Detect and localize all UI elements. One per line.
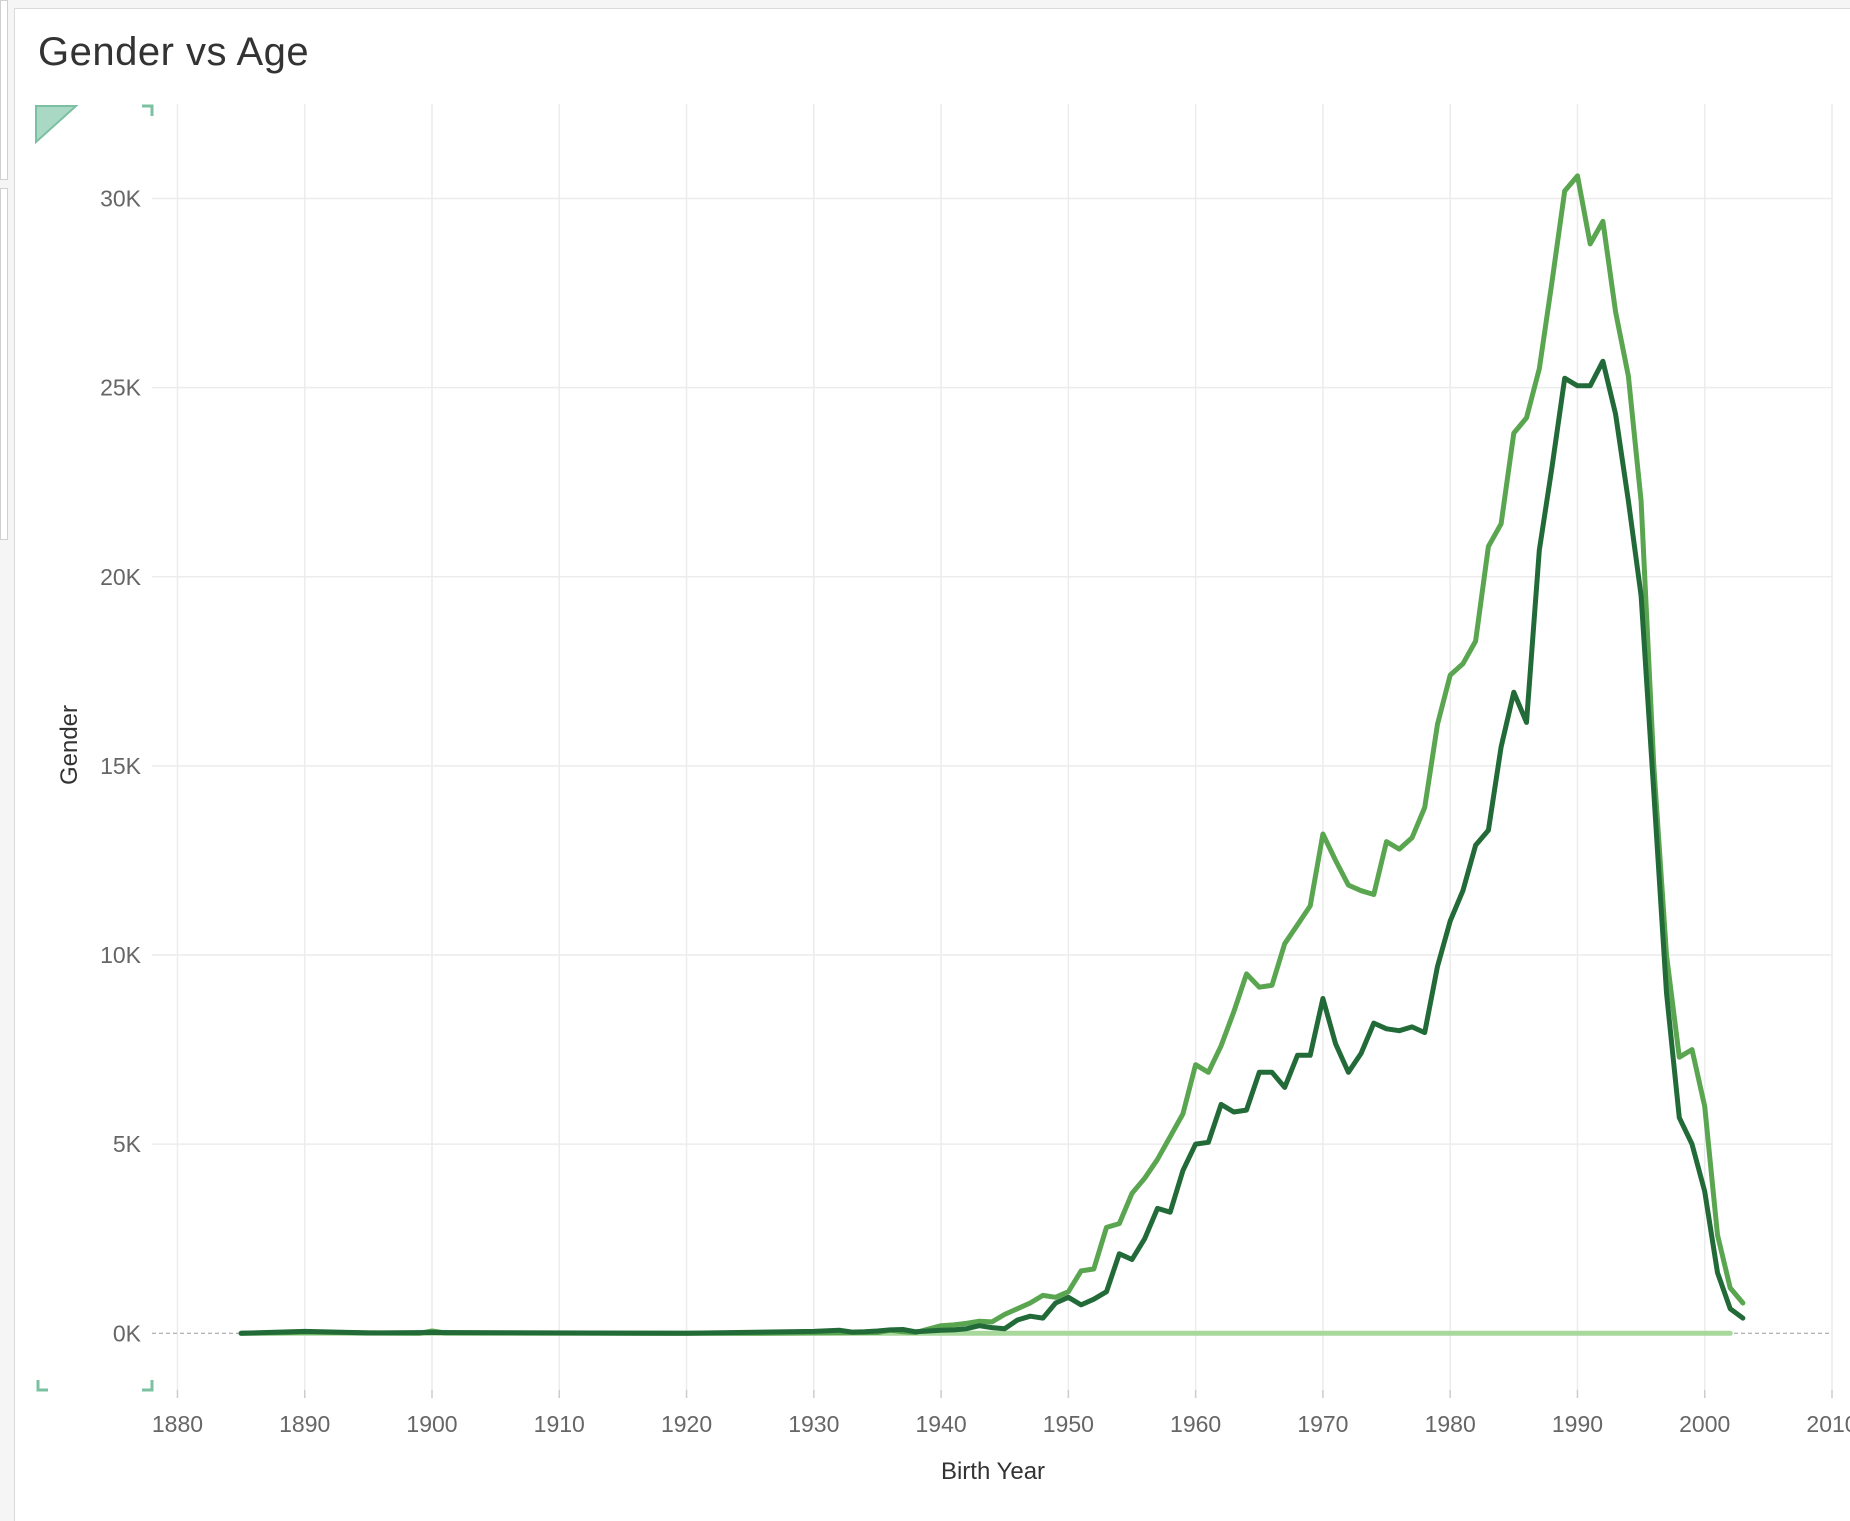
y-tick-label: 25K bbox=[100, 375, 142, 401]
x-axis-ticks: 1880 1890 1900 1910 1920 1930 1940 1950 1960 1970… bbox=[152, 1390, 1850, 1437]
y-tick-label: 5K bbox=[113, 1131, 142, 1157]
selection-bracket-top-right bbox=[142, 104, 154, 116]
series-line-1[interactable] bbox=[238, 173, 1746, 1336]
selection-bracket-bottom-left bbox=[36, 1380, 48, 1392]
gridlines bbox=[152, 104, 1833, 1390]
x-tick-label: 1880 bbox=[152, 1411, 203, 1437]
chart-markers bbox=[35, 104, 154, 1392]
x-tick-label: 1930 bbox=[788, 1411, 839, 1437]
series-lines bbox=[238, 173, 1746, 1336]
y-tick-label: 30K bbox=[100, 186, 142, 212]
series-line-2[interactable] bbox=[238, 358, 1746, 1336]
x-tick-label: 1980 bbox=[1425, 1411, 1476, 1437]
y-axis-ticks: 0K 5K 10K 15K 20K 25K 30K bbox=[100, 186, 142, 1347]
x-tick-label: 1990 bbox=[1552, 1411, 1603, 1437]
y-tick-label: 15K bbox=[100, 753, 142, 779]
y-axis-title: Gender bbox=[56, 705, 83, 785]
x-tick-label: 1900 bbox=[406, 1411, 457, 1437]
x-axis-title: Birth Year bbox=[941, 1458, 1045, 1485]
chart-title: Gender vs Age bbox=[38, 30, 310, 74]
y-tick-label: 20K bbox=[100, 564, 142, 590]
selection-bracket-bottom-right bbox=[142, 1380, 154, 1392]
y-tick-label: 10K bbox=[100, 942, 142, 968]
y-tick-label: 0K bbox=[113, 1320, 142, 1346]
x-tick-label: 1960 bbox=[1170, 1411, 1221, 1437]
x-tick-label: 1970 bbox=[1297, 1411, 1348, 1437]
worksheet bbox=[14, 8, 1850, 1521]
collapse-pane-icon[interactable] bbox=[35, 105, 79, 145]
x-tick-label: 1910 bbox=[534, 1411, 585, 1437]
x-tick-label: 2000 bbox=[1679, 1411, 1730, 1437]
x-tick-label: 1890 bbox=[279, 1411, 330, 1437]
left-pane-edge-bottom bbox=[0, 188, 8, 540]
x-tick-label: 1920 bbox=[661, 1411, 712, 1437]
x-tick-label: 1950 bbox=[1043, 1411, 1094, 1437]
left-pane-edge-top bbox=[0, 0, 8, 180]
x-tick-label: 1940 bbox=[916, 1411, 967, 1437]
